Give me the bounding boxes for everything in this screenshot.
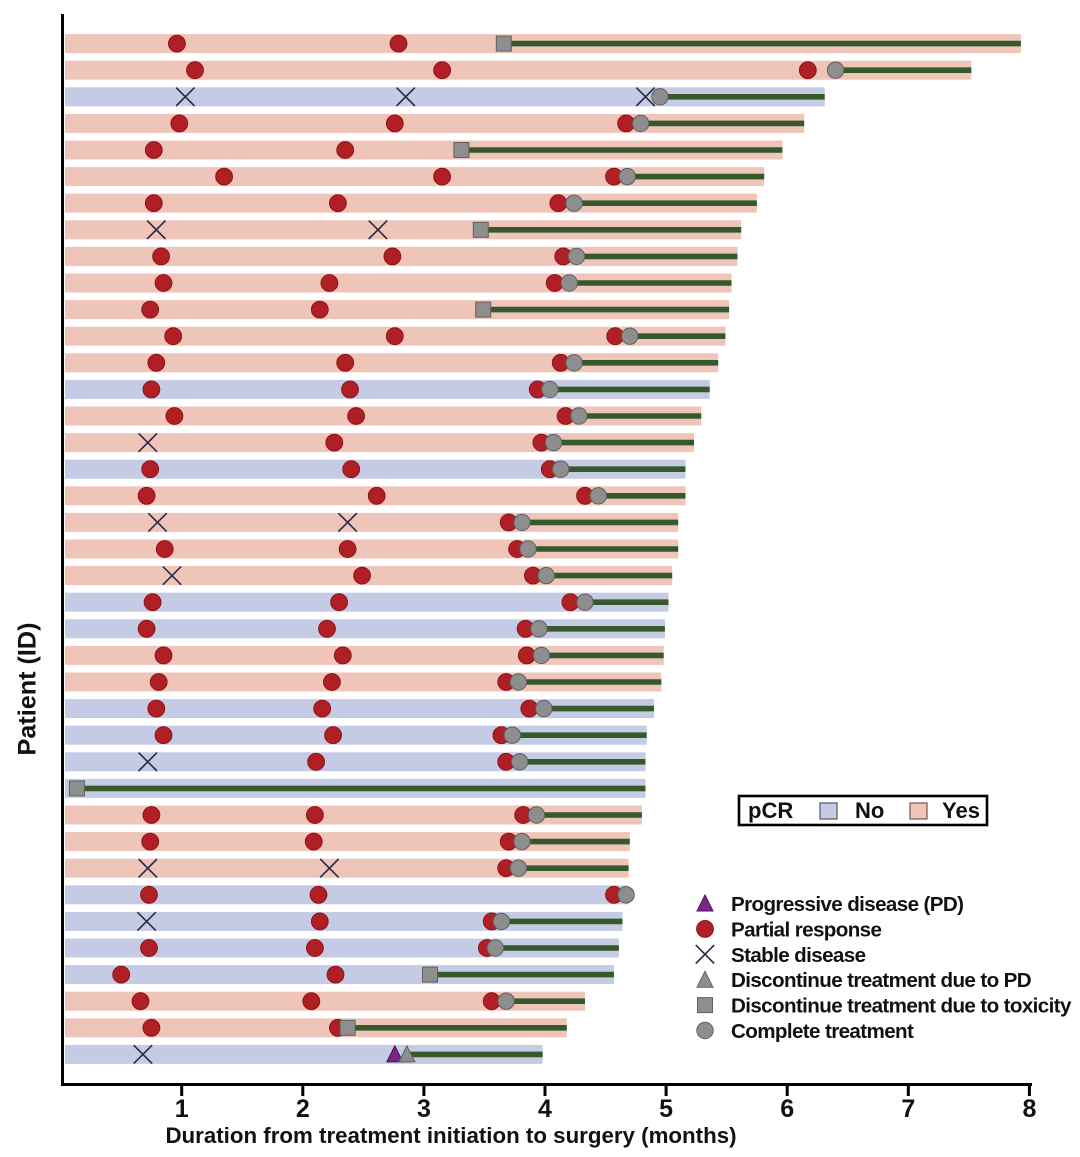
svg-text:8: 8 bbox=[1022, 1095, 1036, 1123]
svg-text:No: No bbox=[855, 798, 884, 823]
svg-text:Duration from treatment initia: Duration from treatment initiation to su… bbox=[165, 1123, 736, 1148]
svg-text:Complete treatment: Complete treatment bbox=[731, 1020, 914, 1043]
svg-text:6: 6 bbox=[780, 1095, 794, 1123]
svg-text:3: 3 bbox=[417, 1095, 431, 1123]
svg-text:1: 1 bbox=[175, 1095, 189, 1123]
svg-text:Partial response: Partial response bbox=[731, 918, 881, 941]
svg-text:Stable disease: Stable disease bbox=[731, 944, 866, 967]
svg-text:Progressive disease (PD): Progressive disease (PD) bbox=[731, 893, 963, 916]
svg-text:Patient (ID): Patient (ID) bbox=[14, 623, 42, 756]
svg-text:Discontinue treatment due to t: Discontinue treatment due to toxicity bbox=[731, 995, 1072, 1018]
svg-text:pCR: pCR bbox=[748, 798, 793, 823]
svg-text:2: 2 bbox=[296, 1095, 310, 1123]
svg-text:7: 7 bbox=[901, 1095, 915, 1123]
svg-text:5: 5 bbox=[659, 1095, 673, 1123]
svg-text:Discontinue treatment due to P: Discontinue treatment due to PD bbox=[731, 969, 1031, 992]
svg-text:Yes: Yes bbox=[942, 798, 980, 823]
svg-text:4: 4 bbox=[538, 1095, 552, 1123]
